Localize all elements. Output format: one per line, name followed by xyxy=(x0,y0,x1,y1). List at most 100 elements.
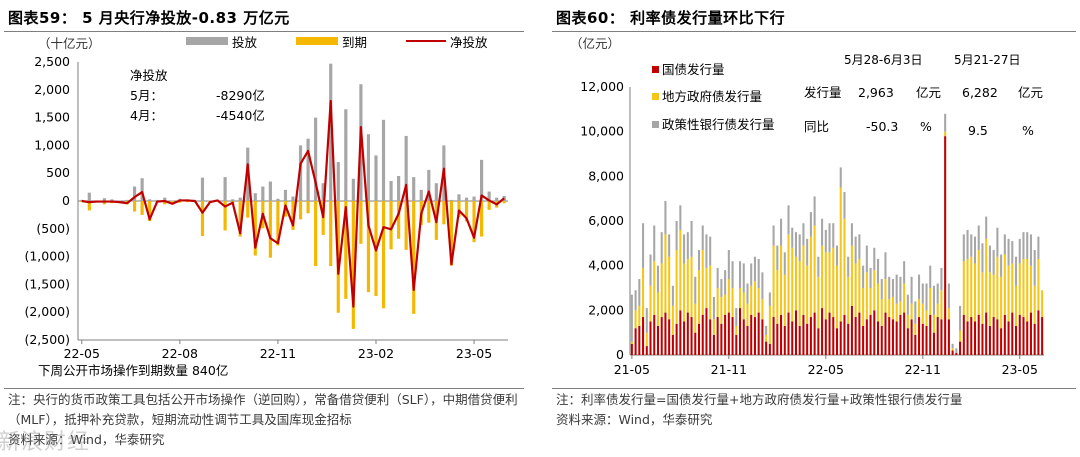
bar-treasury xyxy=(701,314,704,355)
bar-policy-bank xyxy=(903,261,906,284)
bar-policy-bank xyxy=(959,305,962,331)
bar-policy-bank xyxy=(899,276,902,302)
bar-local-gov xyxy=(1026,258,1029,322)
bar-local-gov xyxy=(794,256,797,311)
bar-policy-bank xyxy=(787,205,790,235)
bar-policy-bank xyxy=(720,279,723,297)
bar-treasury xyxy=(649,321,652,355)
annotation-may-label: 5月： xyxy=(130,88,163,103)
left-ytick-label: 2,000 xyxy=(34,82,70,97)
bar-injection xyxy=(487,191,491,201)
bar-local-gov xyxy=(642,267,645,318)
bar-policy-bank xyxy=(739,261,742,288)
bar-injection xyxy=(253,193,257,201)
bar-maturity xyxy=(480,201,484,237)
bar-policy-bank xyxy=(1018,238,1021,264)
bar-injection xyxy=(434,183,438,201)
bar-local-gov xyxy=(891,296,894,320)
bar-maturity xyxy=(442,201,446,225)
bar-treasury xyxy=(1037,310,1040,355)
bar-local-gov xyxy=(910,303,913,320)
bar-local-gov xyxy=(690,256,693,318)
bar-treasury xyxy=(910,319,913,355)
bar-local-gov xyxy=(977,250,980,315)
bar-treasury xyxy=(921,323,924,355)
bar-policy-bank xyxy=(1015,256,1018,286)
bar-local-gov xyxy=(899,301,902,315)
bar-maturity xyxy=(412,201,416,314)
bar-treasury xyxy=(858,312,861,355)
bar-treasury xyxy=(1029,312,1032,355)
bar-local-gov xyxy=(918,299,921,318)
bar-local-gov xyxy=(959,330,962,342)
bar-policy-bank xyxy=(768,292,771,306)
left-ytick-label: (2,500) xyxy=(24,332,70,347)
bar-policy-bank xyxy=(712,296,715,320)
bar-policy-bank xyxy=(828,223,831,253)
bar-policy-bank xyxy=(906,294,909,315)
bar-policy-bank xyxy=(824,229,827,253)
bar-policy-bank xyxy=(947,283,950,309)
right-xtick-label: 21-11 xyxy=(711,362,747,377)
right-source: 资料来源：Wind，华泰研究 xyxy=(556,412,713,427)
bar-policy-bank xyxy=(877,258,880,284)
bar-treasury xyxy=(731,317,734,355)
bar-policy-bank xyxy=(843,191,846,219)
bar-treasury xyxy=(776,323,779,355)
bar-local-gov xyxy=(992,274,995,318)
bar-injection xyxy=(117,200,122,201)
right-chart-panel: 图表60： 利率债发行量环比下行 （亿元） 12,000 10,000 8,000 6… xyxy=(548,0,1080,457)
bar-local-gov xyxy=(1037,258,1040,311)
bar-injection xyxy=(208,200,212,201)
right-ytick-label: 10,000 xyxy=(580,124,624,139)
bar-injection xyxy=(351,178,355,201)
bar-injection xyxy=(344,109,348,201)
bar-treasury xyxy=(690,317,693,355)
bar-policy-bank xyxy=(664,200,667,235)
bar-local-gov xyxy=(862,288,865,326)
bar-local-gov xyxy=(765,334,768,342)
bar-policy-bank xyxy=(809,212,812,237)
bar-injection xyxy=(306,138,310,201)
bar-local-gov xyxy=(638,305,641,326)
bar-policy-bank xyxy=(821,218,824,246)
right-footnote: 注：利率债发行量=国债发行量+地方政府债发行量+政策性银行债发行量 xyxy=(556,392,963,407)
bar-local-gov xyxy=(1000,276,1003,329)
bar-maturity xyxy=(344,201,348,299)
bar-treasury xyxy=(634,328,637,355)
left-unit-label: （十亿元） xyxy=(38,36,101,51)
bar-treasury xyxy=(1000,328,1003,355)
bar-local-gov xyxy=(757,288,760,313)
left-ytick-label: 1,000 xyxy=(34,137,70,152)
legend-swatch-policy-bank xyxy=(652,121,659,128)
bar-treasury xyxy=(959,341,962,355)
bar-policy-bank xyxy=(656,265,659,293)
left-xtick-label: 22-11 xyxy=(260,346,296,361)
bar-treasury xyxy=(1015,325,1018,355)
right-bars xyxy=(630,113,1044,355)
bar-local-gov xyxy=(709,265,712,320)
bar-local-gov xyxy=(981,272,984,324)
bar-policy-bank xyxy=(973,236,977,264)
bar-local-gov xyxy=(996,256,999,320)
bar-treasury xyxy=(757,312,760,355)
bar-treasury xyxy=(839,321,842,355)
bar-policy-bank xyxy=(686,232,689,259)
bar-treasury xyxy=(653,314,656,355)
right-xtick-label: 23-05 xyxy=(1002,362,1038,377)
bar-maturity xyxy=(487,201,491,210)
left-bars xyxy=(80,63,506,329)
bar-policy-bank xyxy=(753,256,756,282)
right-axes: 12,000 10,000 8,000 6,000 4,000 2,000 021-05 21… xyxy=(580,79,1044,377)
bar-local-gov xyxy=(947,308,950,320)
bar-local-gov xyxy=(694,303,697,333)
bar-treasury xyxy=(716,317,719,355)
bar-policy-bank xyxy=(951,343,954,349)
bar-local-gov xyxy=(664,234,667,313)
bar-local-gov xyxy=(630,341,633,344)
bar-policy-bank xyxy=(683,234,686,264)
bar-local-gov xyxy=(1029,265,1032,313)
info-header-current: 5月28-6月3日 xyxy=(844,53,923,67)
bar-policy-bank xyxy=(742,263,745,293)
bar-policy-bank xyxy=(716,267,719,288)
